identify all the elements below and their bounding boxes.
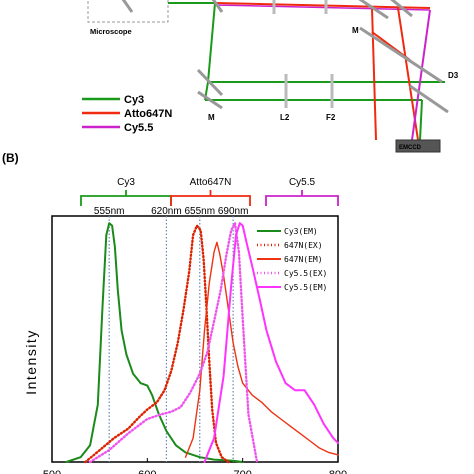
spectra-chart: 500 600 700 800 Cy3(EM) 647N(EX) 647N(EM) Cy5.… (23, 215, 347, 474)
component-label-f2: F2 (326, 113, 336, 122)
marker-label-0: 555nm (94, 206, 125, 217)
optical-setup-diagram: Microscope M M L2 F2 D3 EMCCD Cy3 Atto647N Cy5.… (82, 0, 459, 153)
band-label-2: Cy5.5 (289, 177, 316, 188)
band-label-1: Atto647N (190, 177, 232, 188)
mirror-d1 (358, 0, 389, 20)
mirror-upper-right (390, 0, 413, 18)
component-labels: M M L2 F2 D3 EMCCD (208, 26, 459, 151)
setup-legend-label-1: Atto647N (124, 108, 172, 120)
x-axis-ticks: 500 600 700 800 (43, 458, 347, 474)
marker-label-2: 655nm (184, 206, 215, 217)
emccd-detector (395, 139, 441, 153)
plot-frame (51, 215, 339, 463)
band-bracket-0 (80, 190, 172, 206)
band-bracket-2 (265, 190, 339, 206)
series-line-2 (184, 241, 339, 458)
band-bracket-1 (170, 190, 251, 206)
component-label-m-2: M (208, 113, 215, 122)
panel-label-b: (B) (2, 151, 19, 165)
component-label-emccd: EMCCD (399, 145, 422, 151)
setup-legend: Cy3 Atto647N Cy5.5 (82, 94, 172, 134)
x-tick-label-3: 800 (329, 469, 347, 474)
mirror-m-bottom-left (197, 90, 223, 110)
mirror-m-lower-left (196, 68, 224, 97)
chart-legend-label-4: Cy5.5(EM) (284, 283, 327, 292)
chart-legend-label-0: Cy3(EM) (284, 227, 318, 236)
y-axis-label: Intensity (23, 329, 39, 395)
beam-magenta-top (214, 4, 431, 11)
beam-magenta-down (411, 9, 431, 141)
mirror-top-center (211, 0, 224, 13)
chart-legend-label-1: 647N(EX) (284, 241, 323, 250)
chart-legend-label-2: 647N(EM) (284, 255, 323, 264)
microscope-label: Microscope (90, 27, 132, 36)
x-tick-label-0: 500 (43, 469, 61, 474)
x-tick-label-1: 600 (138, 469, 156, 474)
beam-green-to-detector (419, 99, 423, 141)
component-label-m-1: M (352, 26, 359, 35)
mirror-m-upper (359, 26, 443, 84)
series-line-1 (84, 224, 230, 464)
x-tick-label-2: 700 (233, 469, 251, 474)
chart-legend-label-3: Cy5.5(EX) (284, 269, 327, 278)
marker-label-1: 620nm (151, 206, 182, 217)
setup-legend-label-2: Cy5.5 (124, 122, 153, 134)
mirror-top-left (121, 0, 134, 13)
series-line-3 (88, 221, 259, 464)
microscope-box (87, 0, 169, 23)
band-label-0: Cy3 (117, 177, 135, 188)
series-lines (65, 221, 339, 464)
wavelength-markers: 555nm 620nm 655nm 690nm (94, 206, 249, 217)
series-line-4 (203, 222, 339, 463)
beam-red-down-1 (371, 7, 377, 141)
beam-green-down-left (207, 2, 216, 83)
mirror-d3 (409, 84, 449, 114)
beam-red-top (214, 2, 431, 9)
series-line-0 (65, 222, 244, 463)
setup-legend-label-0: Cy3 (124, 94, 144, 106)
component-label-l2: L2 (280, 113, 290, 122)
chart-legend: Cy3(EM) 647N(EX) 647N(EM) Cy5.5(EX) Cy5.5(EM… (257, 227, 327, 292)
component-label-d3: D3 (448, 71, 459, 80)
excitation-bands: Cy3 Atto647N Cy5.5 (80, 177, 339, 206)
marker-label-3: 690nm (218, 206, 249, 217)
